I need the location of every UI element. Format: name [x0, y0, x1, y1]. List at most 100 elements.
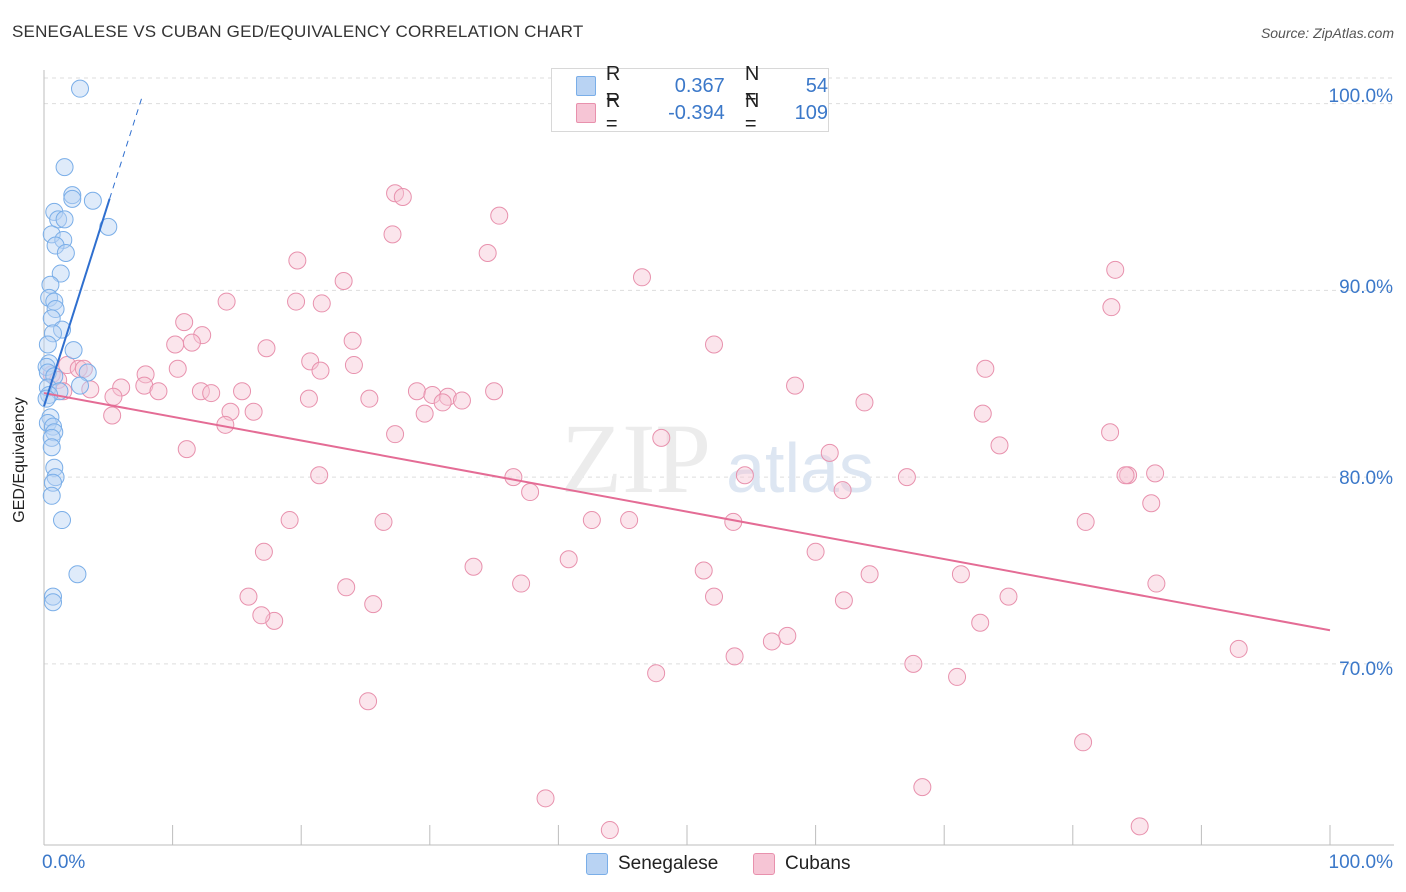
cubans-point	[433, 393, 452, 412]
cubans-point	[652, 428, 671, 447]
cubans-point	[1074, 733, 1093, 752]
senegalese-point	[45, 458, 64, 477]
senegalese-point	[38, 335, 57, 354]
trend-lines	[43, 97, 1331, 632]
cubans-point	[1147, 574, 1166, 593]
chart-title: SENEGALESE VS CUBAN GED/EQUIVALENCY CORR…	[12, 22, 584, 41]
senegalese-point	[42, 428, 61, 447]
cubans-point	[415, 404, 434, 423]
senegalese-point	[53, 511, 72, 530]
senegalese-point	[49, 210, 68, 229]
source-credit: Source: ZipAtlas.com	[1260, 25, 1394, 41]
cubans-trend-line	[43, 392, 1331, 632]
cubans-point	[310, 466, 329, 485]
x-tick-label-min: 0.0%	[42, 852, 86, 873]
cubans-point	[280, 511, 299, 530]
cubans-point	[1130, 817, 1149, 836]
x-tick-label-max: 100.0%	[1328, 852, 1393, 873]
senegalese-point	[46, 236, 65, 255]
watermark-atlas: atlas	[726, 429, 874, 507]
senegalese-point	[55, 210, 74, 229]
cubans-point	[343, 331, 362, 350]
cubans-point	[202, 384, 221, 403]
cubans-point	[360, 389, 379, 408]
n-label: N =	[744, 90, 760, 135]
watermark-zip: ZIP	[561, 403, 711, 514]
cubans-point	[423, 385, 442, 404]
cubans-point	[855, 393, 874, 412]
senegalese-point	[46, 300, 65, 319]
cubans-point	[257, 339, 276, 358]
senegalese-points	[37, 79, 118, 612]
senegalese-point	[83, 191, 102, 210]
cubans-point	[149, 382, 168, 401]
cubans-point	[973, 404, 992, 423]
senegalese-point	[42, 225, 61, 244]
cubans-point	[407, 382, 426, 401]
cubans-point	[177, 440, 196, 459]
cubans-point	[252, 606, 271, 625]
cubans-point	[897, 468, 916, 487]
cubans-point	[168, 359, 187, 378]
cubans-point	[948, 667, 967, 686]
cubans-point	[103, 406, 122, 425]
senegalese-point	[42, 438, 61, 457]
senegalese-point	[44, 593, 63, 612]
cubans-point	[166, 335, 185, 354]
cubans-point	[786, 376, 805, 395]
legend-item-senegalese[interactable]: Senegalese	[586, 852, 718, 876]
cubans-point	[244, 402, 263, 421]
senegalese-point	[42, 486, 61, 505]
legend-label: Cubans	[785, 853, 851, 874]
cubans-point	[536, 789, 555, 808]
cubans-point	[239, 587, 258, 606]
cubans-point	[582, 511, 601, 530]
legend-row-cubans: R = -0.394 N = 109	[576, 90, 828, 135]
cubans-point	[393, 187, 412, 206]
y-tick-label-80: 80.0%	[1339, 468, 1393, 489]
cubans-point	[478, 244, 497, 263]
n-label: N =	[744, 63, 760, 108]
senegalese-point	[42, 309, 61, 328]
cubans-point	[233, 382, 252, 401]
r-value: 0.367	[674, 74, 725, 97]
cubans-point	[386, 425, 405, 444]
cubans-point	[904, 654, 923, 673]
senegalese-trend-extension	[109, 97, 143, 200]
cubans-point	[620, 511, 639, 530]
cubans-point	[1146, 464, 1165, 483]
senegalese-point	[71, 79, 90, 98]
senegalese-point	[37, 357, 56, 376]
cubans-points	[42, 184, 1248, 840]
r-label: R =	[605, 63, 621, 108]
grid-lines	[44, 77, 1394, 665]
cubans-point	[504, 468, 523, 487]
senegalese-swatch	[586, 853, 608, 875]
cubans-point	[1116, 466, 1135, 485]
senegalese-point	[41, 275, 60, 294]
cubans-point	[217, 292, 236, 311]
legend-item-cubans[interactable]: Cubans	[753, 852, 851, 876]
cubans-point	[999, 587, 1018, 606]
senegalese-point	[51, 264, 70, 283]
y-tick-label-90: 90.0%	[1339, 277, 1393, 298]
cubans-point	[735, 466, 754, 485]
cubans-point	[1229, 639, 1248, 658]
y-tick-label-70: 70.0%	[1339, 659, 1393, 680]
cubans-point	[287, 292, 306, 311]
cubans-point	[971, 613, 990, 632]
axes	[43, 70, 1394, 846]
cubans-point	[913, 778, 932, 797]
cubans-point	[600, 821, 619, 840]
y-tick-label-100: 100.0%	[1328, 86, 1393, 107]
cubans-point	[806, 542, 825, 561]
cubans-point	[820, 443, 839, 462]
cubans-point	[490, 206, 509, 225]
cubans-point	[705, 335, 724, 354]
cubans-point	[632, 268, 651, 287]
n-value: 54	[805, 74, 828, 97]
cubans-point	[311, 361, 330, 380]
cubans-point	[364, 595, 383, 614]
cubans-point	[521, 483, 540, 502]
